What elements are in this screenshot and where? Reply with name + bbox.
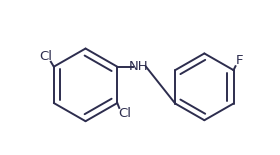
Text: F: F [235,54,243,67]
Text: NH: NH [129,60,149,73]
Text: Cl: Cl [118,107,131,120]
Text: Cl: Cl [39,50,52,63]
